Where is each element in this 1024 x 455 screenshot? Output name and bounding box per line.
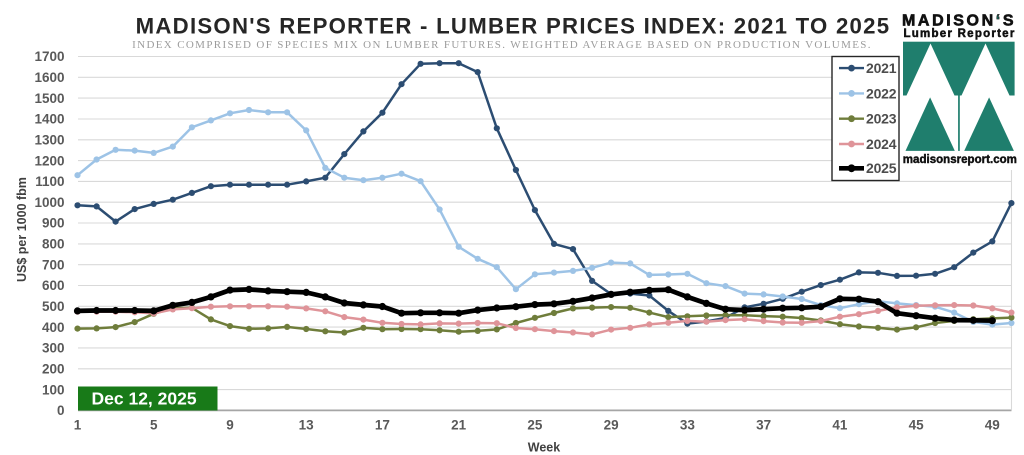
svg-text:2023: 2023: [866, 111, 897, 127]
svg-text:0: 0: [57, 403, 65, 418]
svg-text:600: 600: [42, 278, 65, 293]
svg-text:1100: 1100: [35, 174, 64, 189]
svg-text:45: 45: [909, 418, 925, 433]
svg-text:21: 21: [451, 418, 467, 433]
svg-text:13: 13: [299, 418, 315, 433]
svg-text:1: 1: [74, 418, 82, 433]
svg-text:900: 900: [42, 216, 65, 231]
svg-text:25: 25: [527, 418, 543, 433]
svg-text:1200: 1200: [34, 153, 64, 168]
svg-text:37: 37: [756, 418, 771, 433]
svg-text:41: 41: [832, 418, 848, 433]
svg-text:500: 500: [42, 299, 65, 314]
svg-text:1600: 1600: [34, 70, 64, 85]
svg-text:Dec 12, 2025: Dec 12, 2025: [92, 389, 197, 409]
svg-text:Lumber Reporter: Lumber Reporter: [904, 28, 1016, 40]
svg-text:800: 800: [42, 237, 65, 252]
svg-text:400: 400: [42, 320, 65, 335]
svg-text:2025: 2025: [866, 160, 897, 176]
svg-text:49: 49: [985, 418, 1000, 433]
svg-text:1000: 1000: [34, 195, 64, 210]
svg-text:2022: 2022: [866, 85, 897, 101]
svg-text:1500: 1500: [34, 91, 64, 106]
svg-text:2021: 2021: [866, 60, 897, 76]
svg-text:MADISON‘S: MADISON‘S: [902, 13, 1016, 30]
svg-text:9: 9: [226, 418, 234, 433]
svg-text:300: 300: [42, 341, 65, 356]
svg-text:MADISON'S REPORTER - LUMBER PR: MADISON'S REPORTER - LUMBER PRICES INDEX…: [136, 14, 891, 39]
svg-text:100: 100: [42, 382, 65, 397]
svg-text:17: 17: [375, 418, 390, 433]
svg-text:1300: 1300: [34, 133, 64, 148]
svg-text:700: 700: [42, 257, 65, 272]
svg-text:33: 33: [680, 418, 696, 433]
svg-text:29: 29: [604, 418, 619, 433]
svg-text:200: 200: [42, 362, 65, 377]
svg-text:2024: 2024: [866, 136, 897, 152]
svg-text:US$ per 1000 fbm: US$ per 1000 fbm: [15, 177, 29, 282]
svg-text:madisonsreport.com: madisonsreport.com: [903, 154, 1017, 166]
svg-text:1700: 1700: [34, 49, 64, 64]
svg-text:1400: 1400: [34, 112, 64, 127]
svg-text:5: 5: [150, 418, 158, 433]
svg-text:INDEX COMPRISED OF SPECIES MIX: INDEX COMPRISED OF SPECIES MIX ON LUMBER…: [132, 39, 872, 51]
svg-text:Week: Week: [528, 441, 560, 455]
